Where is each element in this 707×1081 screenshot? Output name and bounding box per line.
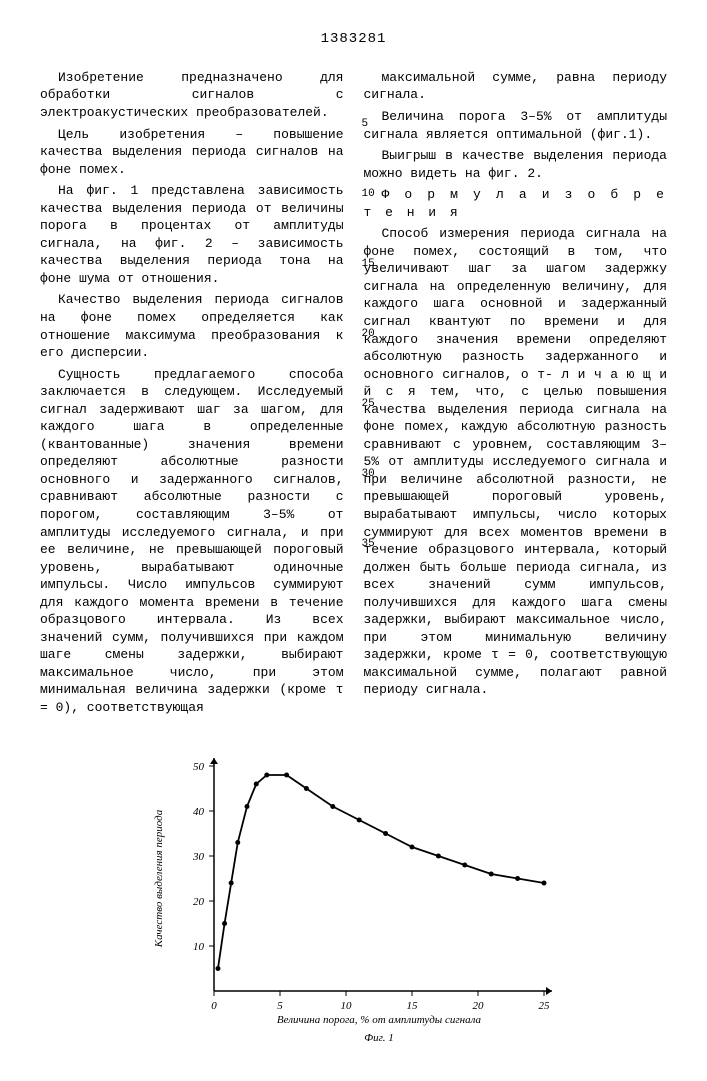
paragraph: Качество выделения периода сигналов на ф… — [40, 291, 344, 361]
svg-text:15: 15 — [406, 1000, 418, 1012]
line-number: 15 — [362, 257, 375, 272]
line-number: 35 — [362, 537, 375, 552]
paragraph: Цель изобретения – повышение качества вы… — [40, 126, 344, 179]
svg-text:20: 20 — [472, 1000, 484, 1012]
line-number: 20 — [362, 327, 375, 342]
text-columns: Изобретение предназначено для обработки … — [40, 69, 667, 721]
svg-text:Качество выделения периода: Качество выделения периода — [153, 809, 165, 948]
right-column: максимальной сумме, равна периоду сигнал… — [364, 69, 668, 721]
svg-text:40: 40 — [193, 806, 205, 818]
paragraph: Изобретение предназначено для обработки … — [40, 69, 344, 122]
page-number: 1383281 — [40, 30, 667, 49]
svg-text:10: 10 — [193, 941, 205, 953]
paragraph: Величина порога 3–5% от амплитуды сигнал… — [364, 108, 668, 143]
left-column: Изобретение предназначено для обработки … — [40, 69, 344, 717]
svg-text:Величина порога, % от амплитуд: Величина порога, % от амплитуды сигнала — [276, 1014, 481, 1026]
paragraph: Выигрыш в качестве выделения периода мож… — [364, 147, 668, 182]
svg-text:30: 30 — [192, 851, 205, 863]
svg-text:Фиг. 1: Фиг. 1 — [364, 1032, 394, 1044]
svg-text:5: 5 — [277, 1000, 283, 1012]
line-number: 5 — [362, 117, 369, 132]
svg-text:25: 25 — [538, 1000, 550, 1012]
paragraph: максимальной сумме, равна периоду сигнал… — [364, 69, 668, 104]
svg-text:0: 0 — [211, 1000, 217, 1012]
figure-1-chart: 0 5 10 15 20 25 10 20 30 40 50 Величина порога, % о… — [144, 751, 564, 1051]
formula-heading: Ф о р м у л а и з о б р е т е н и я — [364, 186, 668, 221]
paragraph: Сущность предлагаемого способа заключает… — [40, 366, 344, 717]
svg-text:20: 20 — [193, 896, 205, 908]
chart-area: 0 5 10 15 20 25 10 20 30 40 50 Величина порога, % о… — [40, 751, 667, 1051]
svg-text:10: 10 — [340, 1000, 352, 1012]
svg-text:50: 50 — [193, 761, 205, 773]
paragraph: Способ измерения периода сигнала на фоне… — [364, 225, 668, 699]
paragraph: На фиг. 1 представлена зависимость качес… — [40, 182, 344, 287]
line-number: 25 — [362, 397, 375, 412]
line-number: 10 — [362, 187, 375, 202]
line-number: 30 — [362, 467, 375, 482]
